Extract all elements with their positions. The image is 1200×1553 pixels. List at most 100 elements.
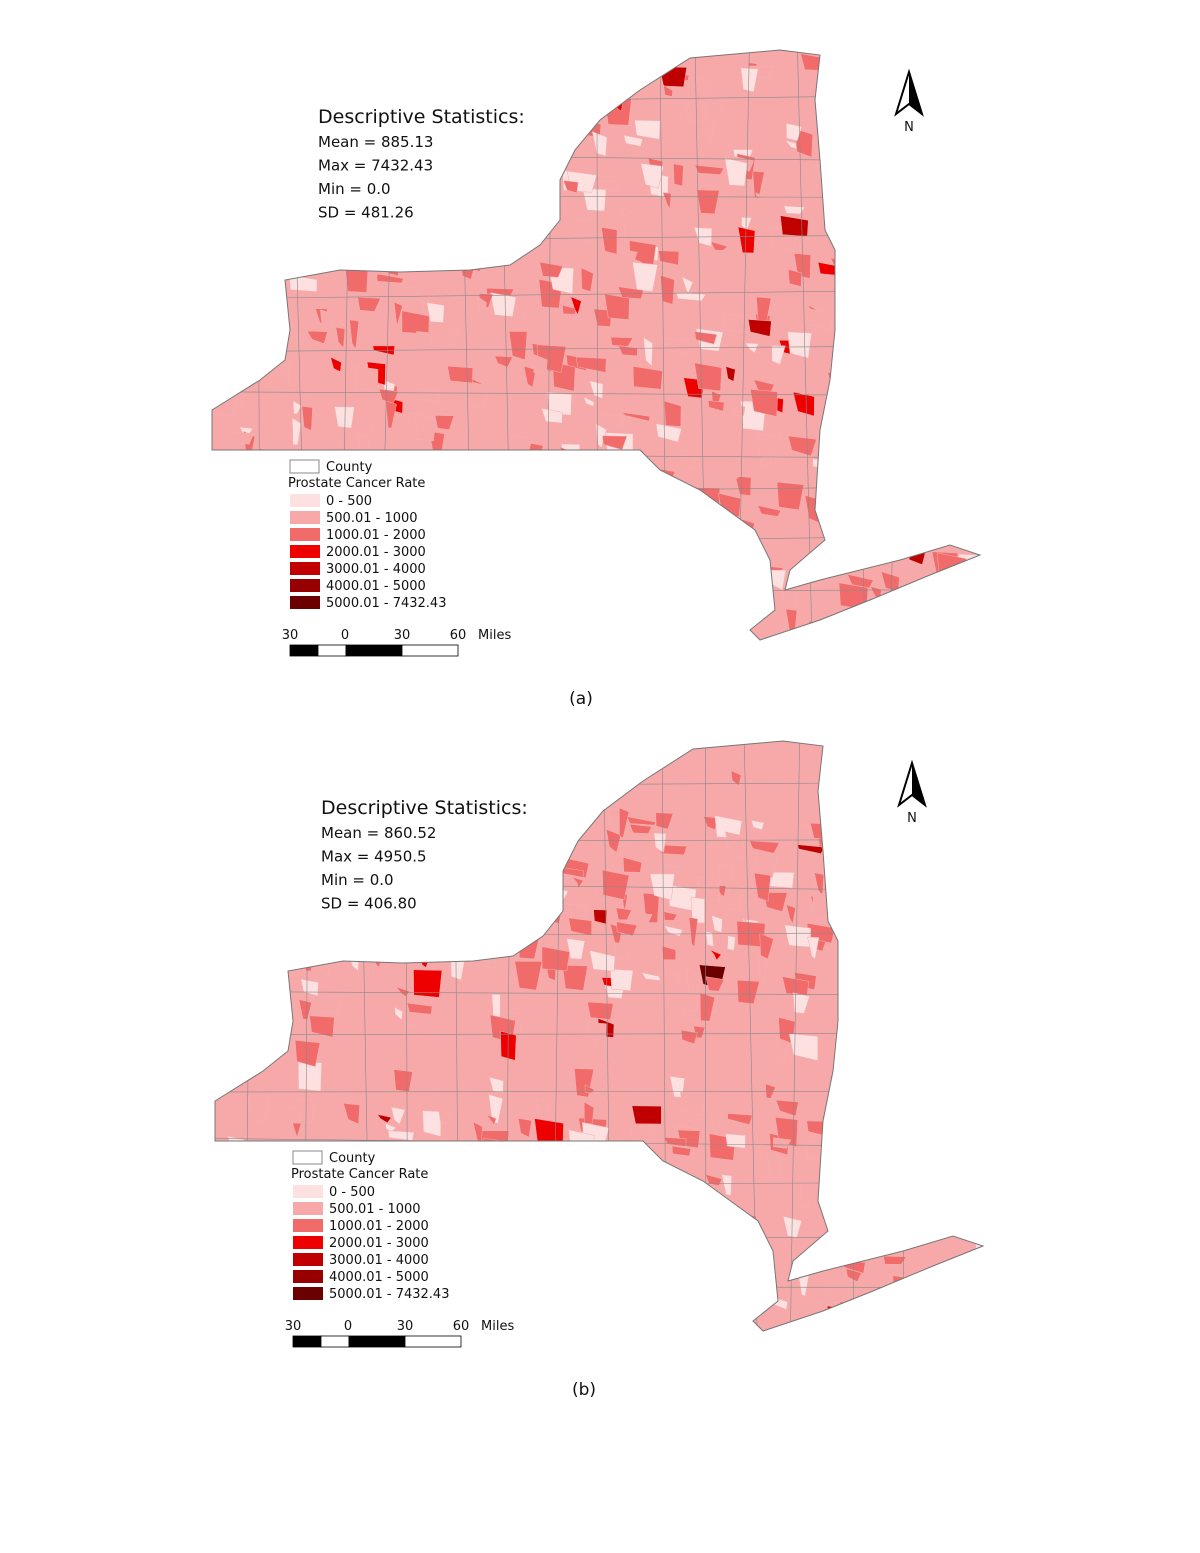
tract — [727, 748, 740, 762]
tract — [251, 1235, 282, 1262]
tract — [900, 412, 913, 442]
tract — [677, 573, 694, 592]
tract — [456, 878, 487, 901]
tract — [977, 919, 983, 948]
legend-swatch — [293, 1270, 323, 1283]
scale-segment — [404, 1335, 462, 1348]
tract — [531, 617, 550, 633]
tract — [894, 831, 923, 853]
tract — [623, 857, 643, 873]
tract — [469, 829, 484, 855]
tract — [266, 1283, 296, 1306]
tract — [782, 587, 796, 609]
tract — [229, 622, 256, 640]
tract — [545, 905, 562, 925]
scale-label: 30 — [282, 628, 299, 643]
tract — [757, 442, 772, 468]
tract — [212, 337, 221, 360]
tract — [750, 389, 778, 417]
tract — [541, 574, 556, 593]
tract — [905, 830, 925, 840]
tract — [671, 1145, 692, 1157]
tract — [228, 952, 254, 983]
tract — [231, 838, 245, 863]
tract — [341, 67, 368, 83]
tract — [311, 995, 342, 1014]
scale-segment — [348, 1335, 406, 1348]
tract — [412, 205, 426, 224]
stat-line: Min = 0.0 — [321, 871, 394, 889]
tract — [981, 878, 983, 901]
tract — [942, 835, 969, 854]
tract — [978, 1263, 983, 1288]
tract — [633, 574, 651, 586]
tract — [776, 1037, 789, 1067]
map-panel: Descriptive Statistics: Mean = 860.52 Max … — [214, 740, 985, 1400]
tract — [956, 887, 977, 912]
tract — [267, 843, 290, 854]
tract — [535, 135, 557, 156]
stat-line: SD = 481.26 — [318, 204, 414, 222]
tract — [260, 1316, 286, 1331]
tract — [912, 363, 932, 374]
stat-line: SD = 406.80 — [321, 895, 417, 913]
tract — [633, 1265, 645, 1287]
tract — [468, 65, 489, 80]
tract — [853, 495, 873, 509]
tract — [835, 380, 847, 400]
tract — [933, 934, 963, 957]
tract — [757, 505, 782, 517]
tract — [851, 859, 869, 879]
legend-label: 3000.01 - 4000 — [326, 562, 426, 577]
tract — [418, 1151, 428, 1163]
tract — [699, 992, 716, 1022]
tract — [663, 911, 678, 921]
tract — [883, 1255, 907, 1265]
county-line — [844, 741, 855, 1331]
tract — [224, 180, 241, 201]
tract — [434, 1151, 460, 1172]
tract — [864, 147, 883, 163]
tract — [950, 948, 978, 961]
tract — [546, 530, 576, 553]
tract — [632, 366, 663, 390]
county-line — [212, 453, 980, 459]
tract — [934, 750, 948, 779]
tract — [725, 1133, 746, 1149]
tract — [445, 67, 465, 85]
tract — [725, 831, 743, 857]
tract — [301, 405, 313, 431]
tract — [387, 227, 417, 252]
scale-label: 60 — [450, 628, 467, 643]
tract — [232, 911, 245, 936]
tract — [721, 1174, 732, 1196]
tract — [786, 122, 803, 142]
tract — [563, 180, 579, 194]
tract — [750, 1260, 771, 1282]
tract — [975, 939, 983, 949]
tract — [606, 634, 634, 640]
tract — [654, 1253, 680, 1281]
tract — [218, 859, 237, 878]
north-label: N — [904, 120, 914, 135]
tract — [500, 204, 513, 216]
north-arrow-half — [909, 72, 922, 114]
tract — [490, 1254, 509, 1264]
tract — [571, 234, 594, 244]
tract — [667, 1186, 678, 1204]
legend-swatch — [290, 579, 320, 592]
tract — [807, 936, 820, 960]
tract — [509, 570, 521, 581]
tract — [271, 802, 281, 829]
tract — [601, 227, 618, 255]
tract — [422, 1110, 441, 1137]
tract — [511, 581, 532, 604]
tract — [952, 569, 976, 597]
tract — [214, 87, 225, 117]
tract — [939, 348, 960, 376]
tract — [530, 1159, 551, 1173]
tract — [851, 547, 871, 557]
tract — [680, 415, 697, 431]
tract — [449, 897, 471, 924]
tract — [832, 928, 857, 948]
